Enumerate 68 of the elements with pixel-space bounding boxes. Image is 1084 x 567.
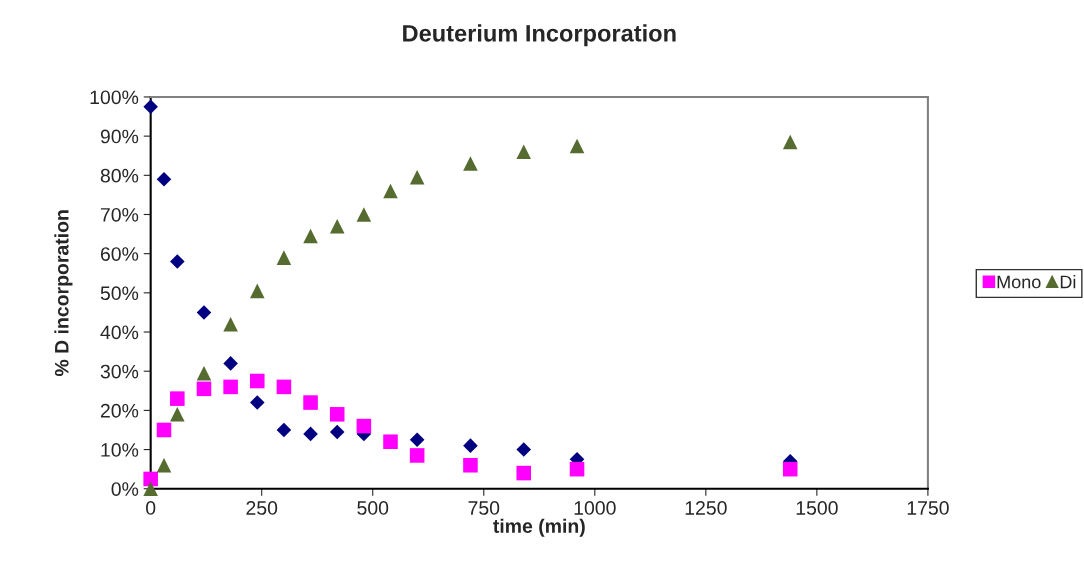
point <box>170 254 185 269</box>
point <box>276 422 292 438</box>
point <box>463 457 478 473</box>
x-tick-label: 750 <box>468 501 500 515</box>
y-tick-label: 0% <box>111 482 139 496</box>
point <box>143 481 158 497</box>
point <box>223 356 238 371</box>
point <box>516 144 532 160</box>
point <box>156 171 172 187</box>
point <box>329 407 345 422</box>
point <box>196 365 212 381</box>
point <box>409 448 425 463</box>
point <box>329 424 345 440</box>
point <box>196 381 212 397</box>
x-tick-label: 0 <box>146 501 156 515</box>
y-tick-label: 50% <box>100 286 139 301</box>
point <box>303 228 318 244</box>
y-tick-label: 20% <box>100 403 139 418</box>
point <box>170 407 185 422</box>
point <box>409 432 425 448</box>
point <box>249 373 265 389</box>
point <box>276 250 292 265</box>
point <box>356 207 372 222</box>
legend-label: Mono <box>997 275 1041 289</box>
point <box>782 134 798 150</box>
point <box>782 461 798 477</box>
point <box>196 305 212 320</box>
y-tick-label: 30% <box>100 364 139 379</box>
point <box>276 379 292 395</box>
point <box>143 99 158 115</box>
point <box>223 316 238 332</box>
y-axis-title: % D incorporation <box>54 210 73 377</box>
point <box>249 283 265 299</box>
x-tick-label: 1500 <box>796 501 838 515</box>
point <box>516 442 532 457</box>
point <box>409 169 425 185</box>
point <box>516 465 532 481</box>
point <box>249 395 265 410</box>
point <box>143 471 158 487</box>
point <box>569 461 585 477</box>
x-tick-label: 250 <box>246 501 278 515</box>
x-tick-label: 1000 <box>574 501 616 515</box>
y-tick-label: 70% <box>100 207 139 222</box>
x-tick-label: 1250 <box>685 501 727 515</box>
y-tick-label: 90% <box>100 129 139 144</box>
point <box>156 457 172 473</box>
y-tick-label: 80% <box>100 168 139 183</box>
point <box>463 438 478 453</box>
y-tick-label: 60% <box>100 247 139 261</box>
point <box>156 422 172 438</box>
x-axis-title: time (min) <box>493 518 585 537</box>
y-tick-label: 100% <box>90 90 139 105</box>
legend-label: Di <box>1060 275 1076 289</box>
x-tick-label: 500 <box>357 501 389 515</box>
point <box>356 418 372 434</box>
point <box>383 183 398 199</box>
point <box>569 138 585 154</box>
y-tick-label: 40% <box>100 325 139 340</box>
point <box>170 391 185 406</box>
point <box>223 379 238 395</box>
x-tick-label: 1750 <box>907 501 949 515</box>
point <box>383 434 398 450</box>
y-tick-label: 10% <box>101 443 139 457</box>
chart-title: Deuterium Incorporation <box>403 24 676 47</box>
point <box>329 218 345 234</box>
point <box>463 156 478 171</box>
point <box>303 426 318 442</box>
point <box>303 395 318 410</box>
